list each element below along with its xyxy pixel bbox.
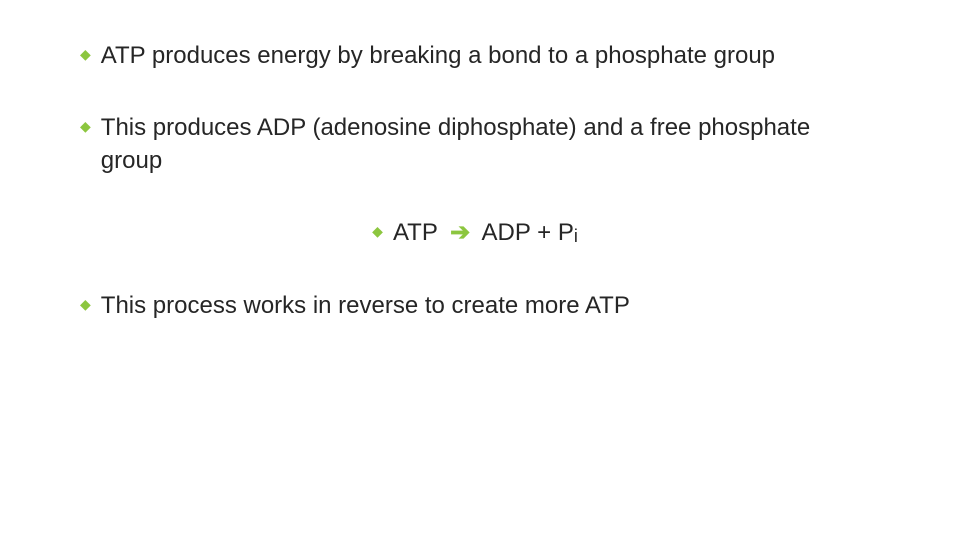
- bullet-3-equation: ◆ ATP ➔ ADP + Pi: [80, 217, 870, 249]
- slide-body: ◆ ATP produces energy by breaking a bond…: [0, 0, 960, 540]
- bullet-1-text: ATP produces energy by breaking a bond t…: [101, 40, 775, 72]
- diamond-bullet-icon: ◆: [80, 47, 91, 61]
- bullet-1: ◆ ATP produces energy by breaking a bond…: [80, 40, 870, 72]
- equation-rhs: ADP + P: [482, 219, 574, 246]
- diamond-bullet-icon: ◆: [80, 297, 91, 311]
- bullet-4-text: This process works in reverse to create …: [101, 290, 630, 322]
- bullet-2: ◆ This produces ADP (adenosine diphospha…: [80, 112, 870, 177]
- equation-lhs: ATP: [393, 219, 437, 246]
- diamond-bullet-icon: ◆: [372, 224, 383, 238]
- bullet-2-text: This produces ADP (adenosine diphosphate…: [101, 112, 870, 177]
- arrow-icon: ➔: [444, 219, 476, 246]
- equation-rhs-subscript: i: [574, 226, 578, 246]
- bullet-4: ◆ This process works in reverse to creat…: [80, 290, 870, 322]
- diamond-bullet-icon: ◆: [80, 119, 91, 133]
- equation-text: ATP ➔ ADP + Pi: [393, 217, 578, 249]
